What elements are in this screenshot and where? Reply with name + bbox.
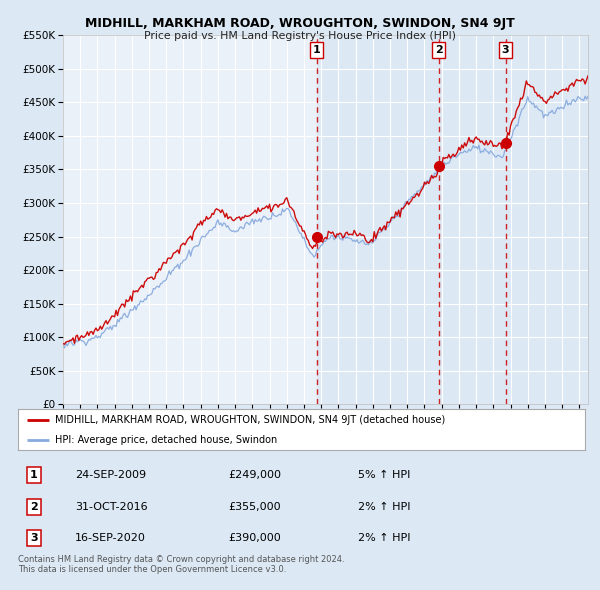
- Text: 2: 2: [435, 45, 443, 55]
- Text: £390,000: £390,000: [228, 533, 281, 543]
- Text: £249,000: £249,000: [228, 470, 281, 480]
- Text: 31-OCT-2016: 31-OCT-2016: [75, 502, 148, 512]
- Text: This data is licensed under the Open Government Licence v3.0.: This data is licensed under the Open Gov…: [18, 565, 286, 573]
- Text: 2% ↑ HPI: 2% ↑ HPI: [358, 502, 410, 512]
- Text: 1: 1: [30, 470, 38, 480]
- Text: HPI: Average price, detached house, Swindon: HPI: Average price, detached house, Swin…: [55, 435, 277, 444]
- Text: 1: 1: [313, 45, 320, 55]
- Text: 3: 3: [502, 45, 509, 55]
- Text: £355,000: £355,000: [228, 502, 280, 512]
- Text: 2: 2: [30, 502, 38, 512]
- Text: 3: 3: [30, 533, 38, 543]
- Text: 24-SEP-2009: 24-SEP-2009: [75, 470, 146, 480]
- Text: 2% ↑ HPI: 2% ↑ HPI: [358, 533, 410, 543]
- Text: MIDHILL, MARKHAM ROAD, WROUGHTON, SWINDON, SN4 9JT: MIDHILL, MARKHAM ROAD, WROUGHTON, SWINDO…: [85, 17, 515, 30]
- Text: 5% ↑ HPI: 5% ↑ HPI: [358, 470, 410, 480]
- Text: MIDHILL, MARKHAM ROAD, WROUGHTON, SWINDON, SN4 9JT (detached house): MIDHILL, MARKHAM ROAD, WROUGHTON, SWINDO…: [55, 415, 445, 425]
- Text: Price paid vs. HM Land Registry's House Price Index (HPI): Price paid vs. HM Land Registry's House …: [144, 31, 456, 41]
- Text: 16-SEP-2020: 16-SEP-2020: [75, 533, 146, 543]
- Text: Contains HM Land Registry data © Crown copyright and database right 2024.: Contains HM Land Registry data © Crown c…: [18, 555, 344, 563]
- Bar: [317, 35, 588, 404]
